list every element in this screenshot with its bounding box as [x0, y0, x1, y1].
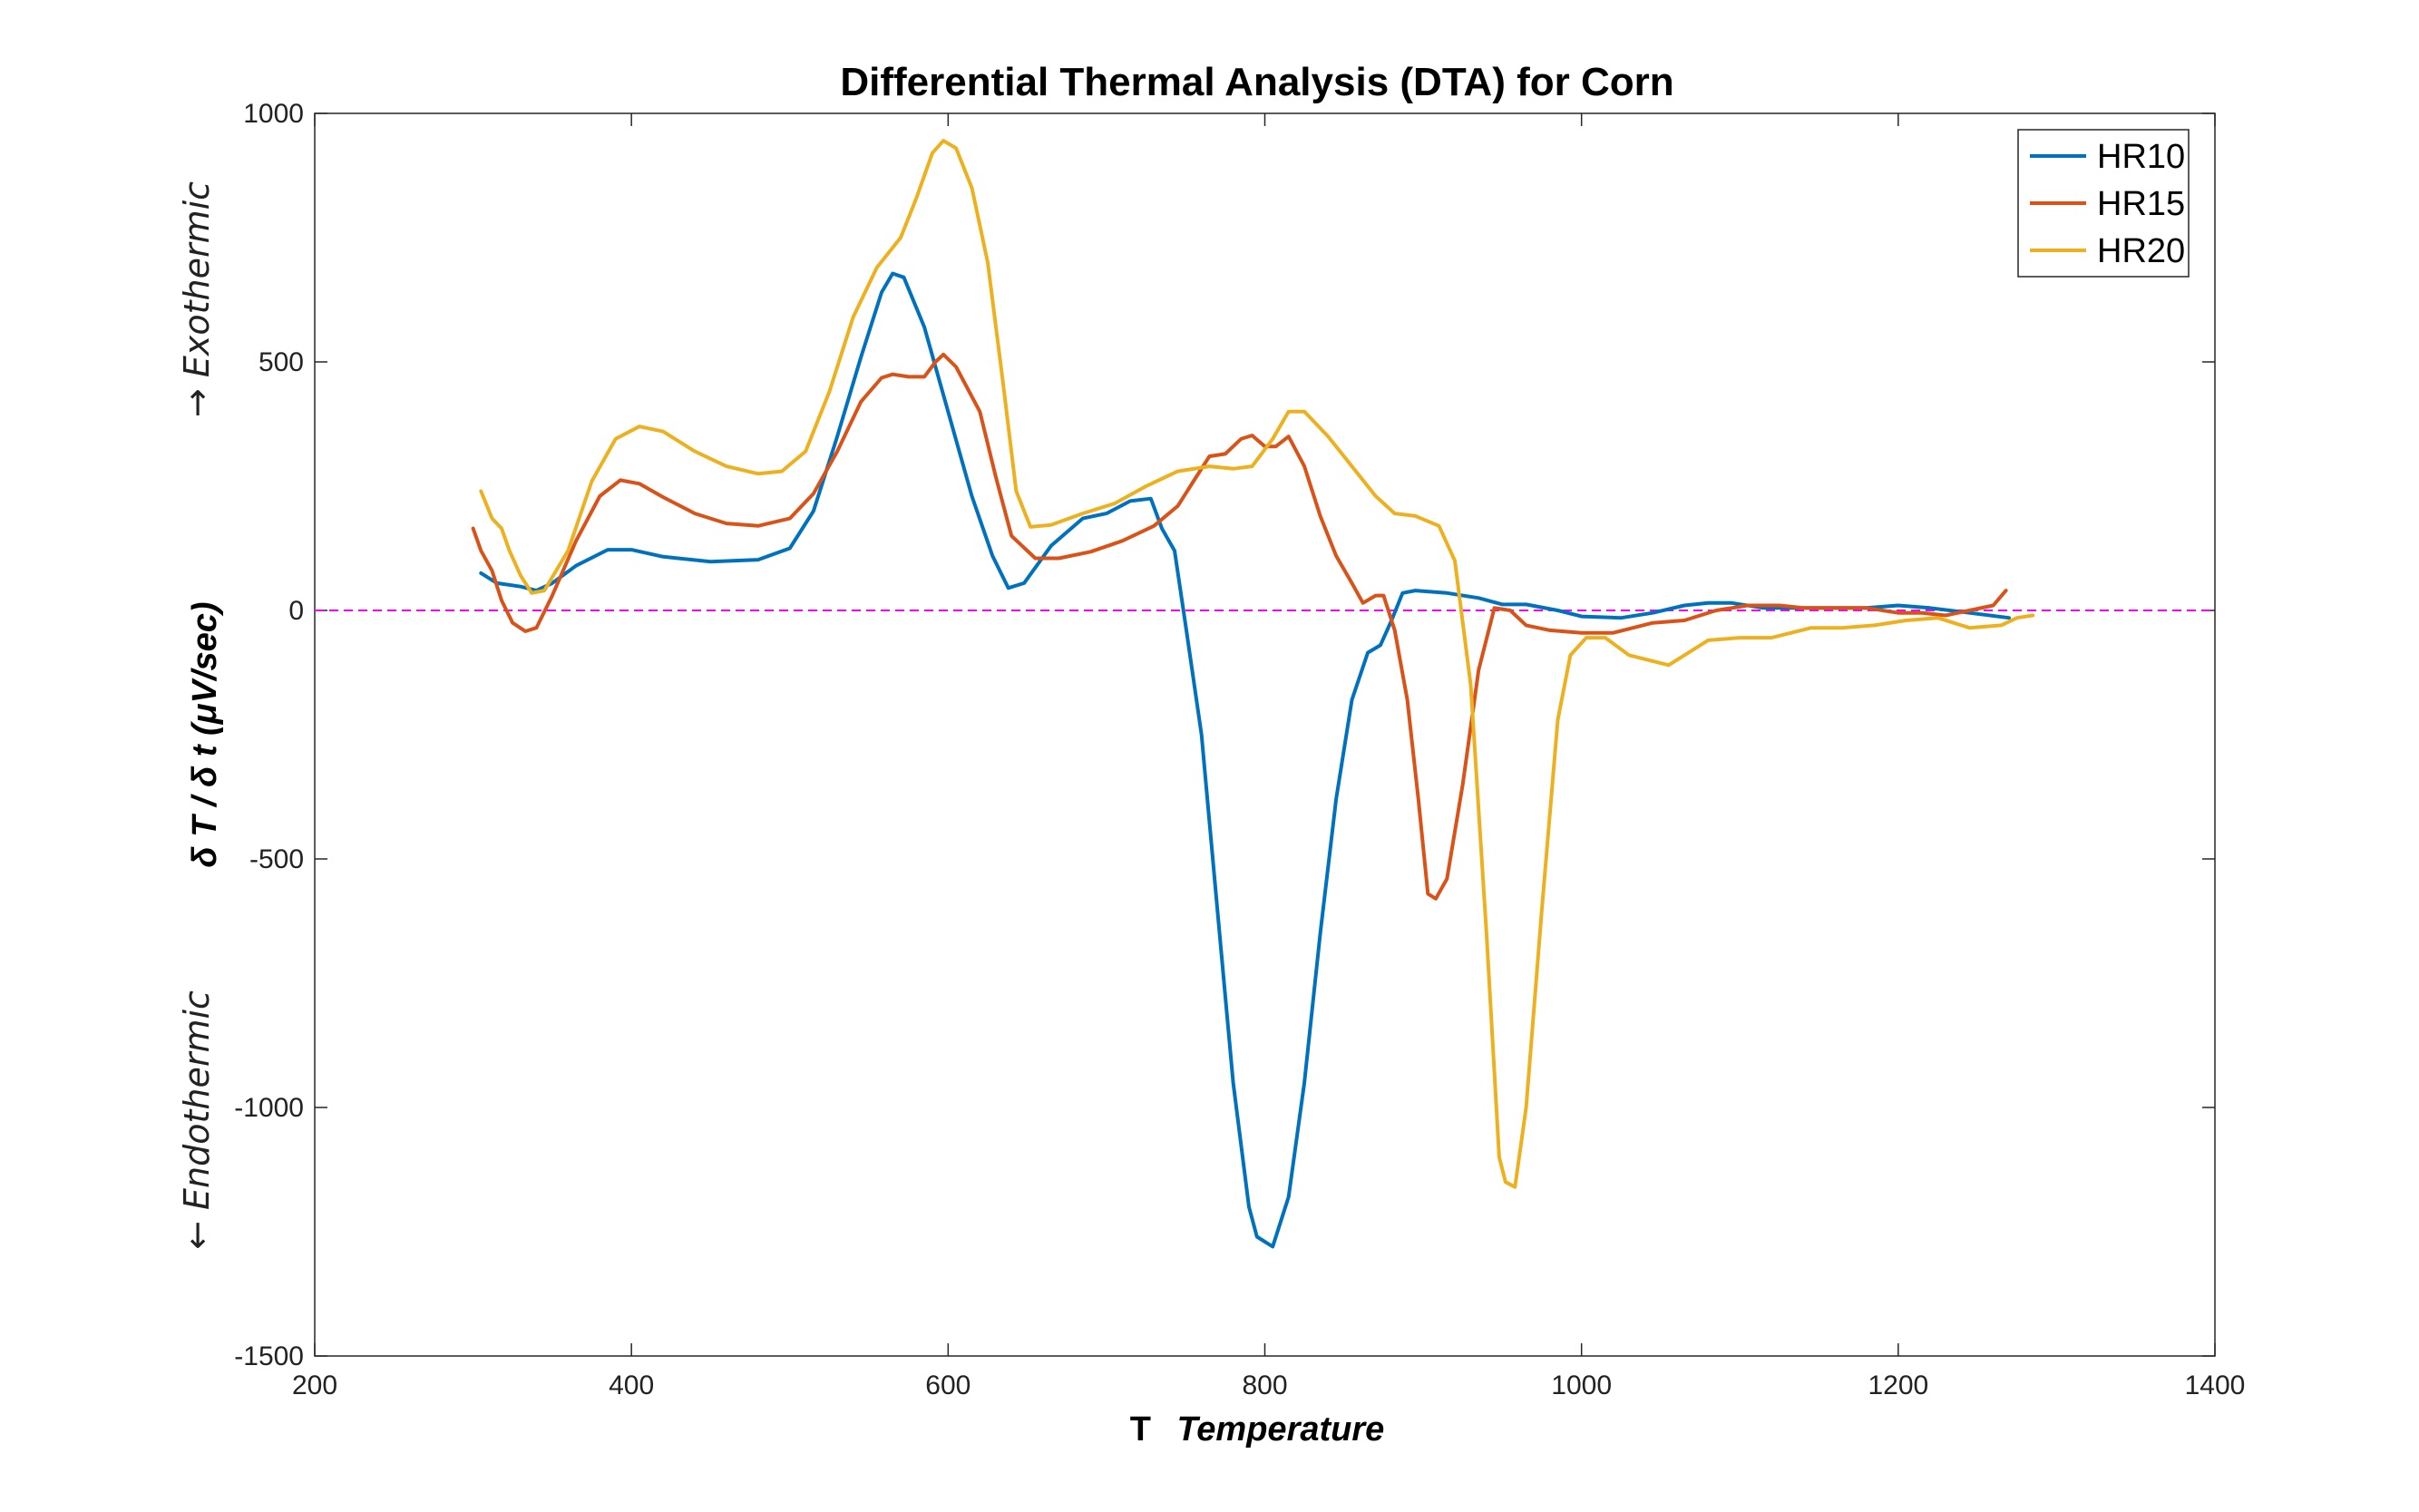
- x-axis-symbol: T: [1130, 1410, 1151, 1449]
- legend-label-hr10: HR10: [2097, 138, 2185, 176]
- chart-title: Differential Thermal Analysis (DTA) for …: [840, 60, 1673, 104]
- y-tick-label: 0: [288, 596, 304, 626]
- x-tick-label: 1200: [1868, 1371, 1928, 1400]
- legend-label-hr15: HR15: [2097, 185, 2185, 223]
- y-tick-label: -1500: [234, 1341, 304, 1371]
- legend-label-hr20: HR20: [2097, 232, 2185, 270]
- x-axis-title: Temperature: [1177, 1410, 1385, 1449]
- x-tick-label: 1400: [2185, 1371, 2246, 1400]
- x-axis-label: T Temperature: [1130, 1410, 1385, 1449]
- y-tick-label: -500: [249, 844, 304, 874]
- x-tick-label: 1000: [1551, 1371, 1612, 1400]
- tick-labels: 200 400 600 800 1000 1200 1400 1000 500 0 -500 -100…: [234, 99, 2245, 1400]
- y-axis-exothermic-label: → Exothermic: [177, 181, 217, 417]
- series-line-hr10: [479, 271, 2011, 1249]
- y-axis-endothermic-label: ← Endothermic: [177, 990, 217, 1250]
- y-axis-label: δ T / δ t (μV/sec): [186, 601, 224, 867]
- series-line-hr15: [471, 352, 2008, 901]
- x-tick-label: 200: [292, 1371, 337, 1400]
- series-layer: [315, 139, 2215, 1249]
- y-tick-label: 500: [258, 347, 304, 377]
- legend: HR10 HR15 HR20: [2017, 129, 2190, 278]
- x-tick-label: 800: [1242, 1371, 1287, 1400]
- y-tick-label: 1000: [243, 99, 304, 129]
- series-line-hr20: [479, 139, 2035, 1189]
- y-tick-label: -1000: [234, 1093, 304, 1123]
- x-tick-label: 400: [609, 1371, 654, 1400]
- x-tick-label: 600: [925, 1371, 971, 1400]
